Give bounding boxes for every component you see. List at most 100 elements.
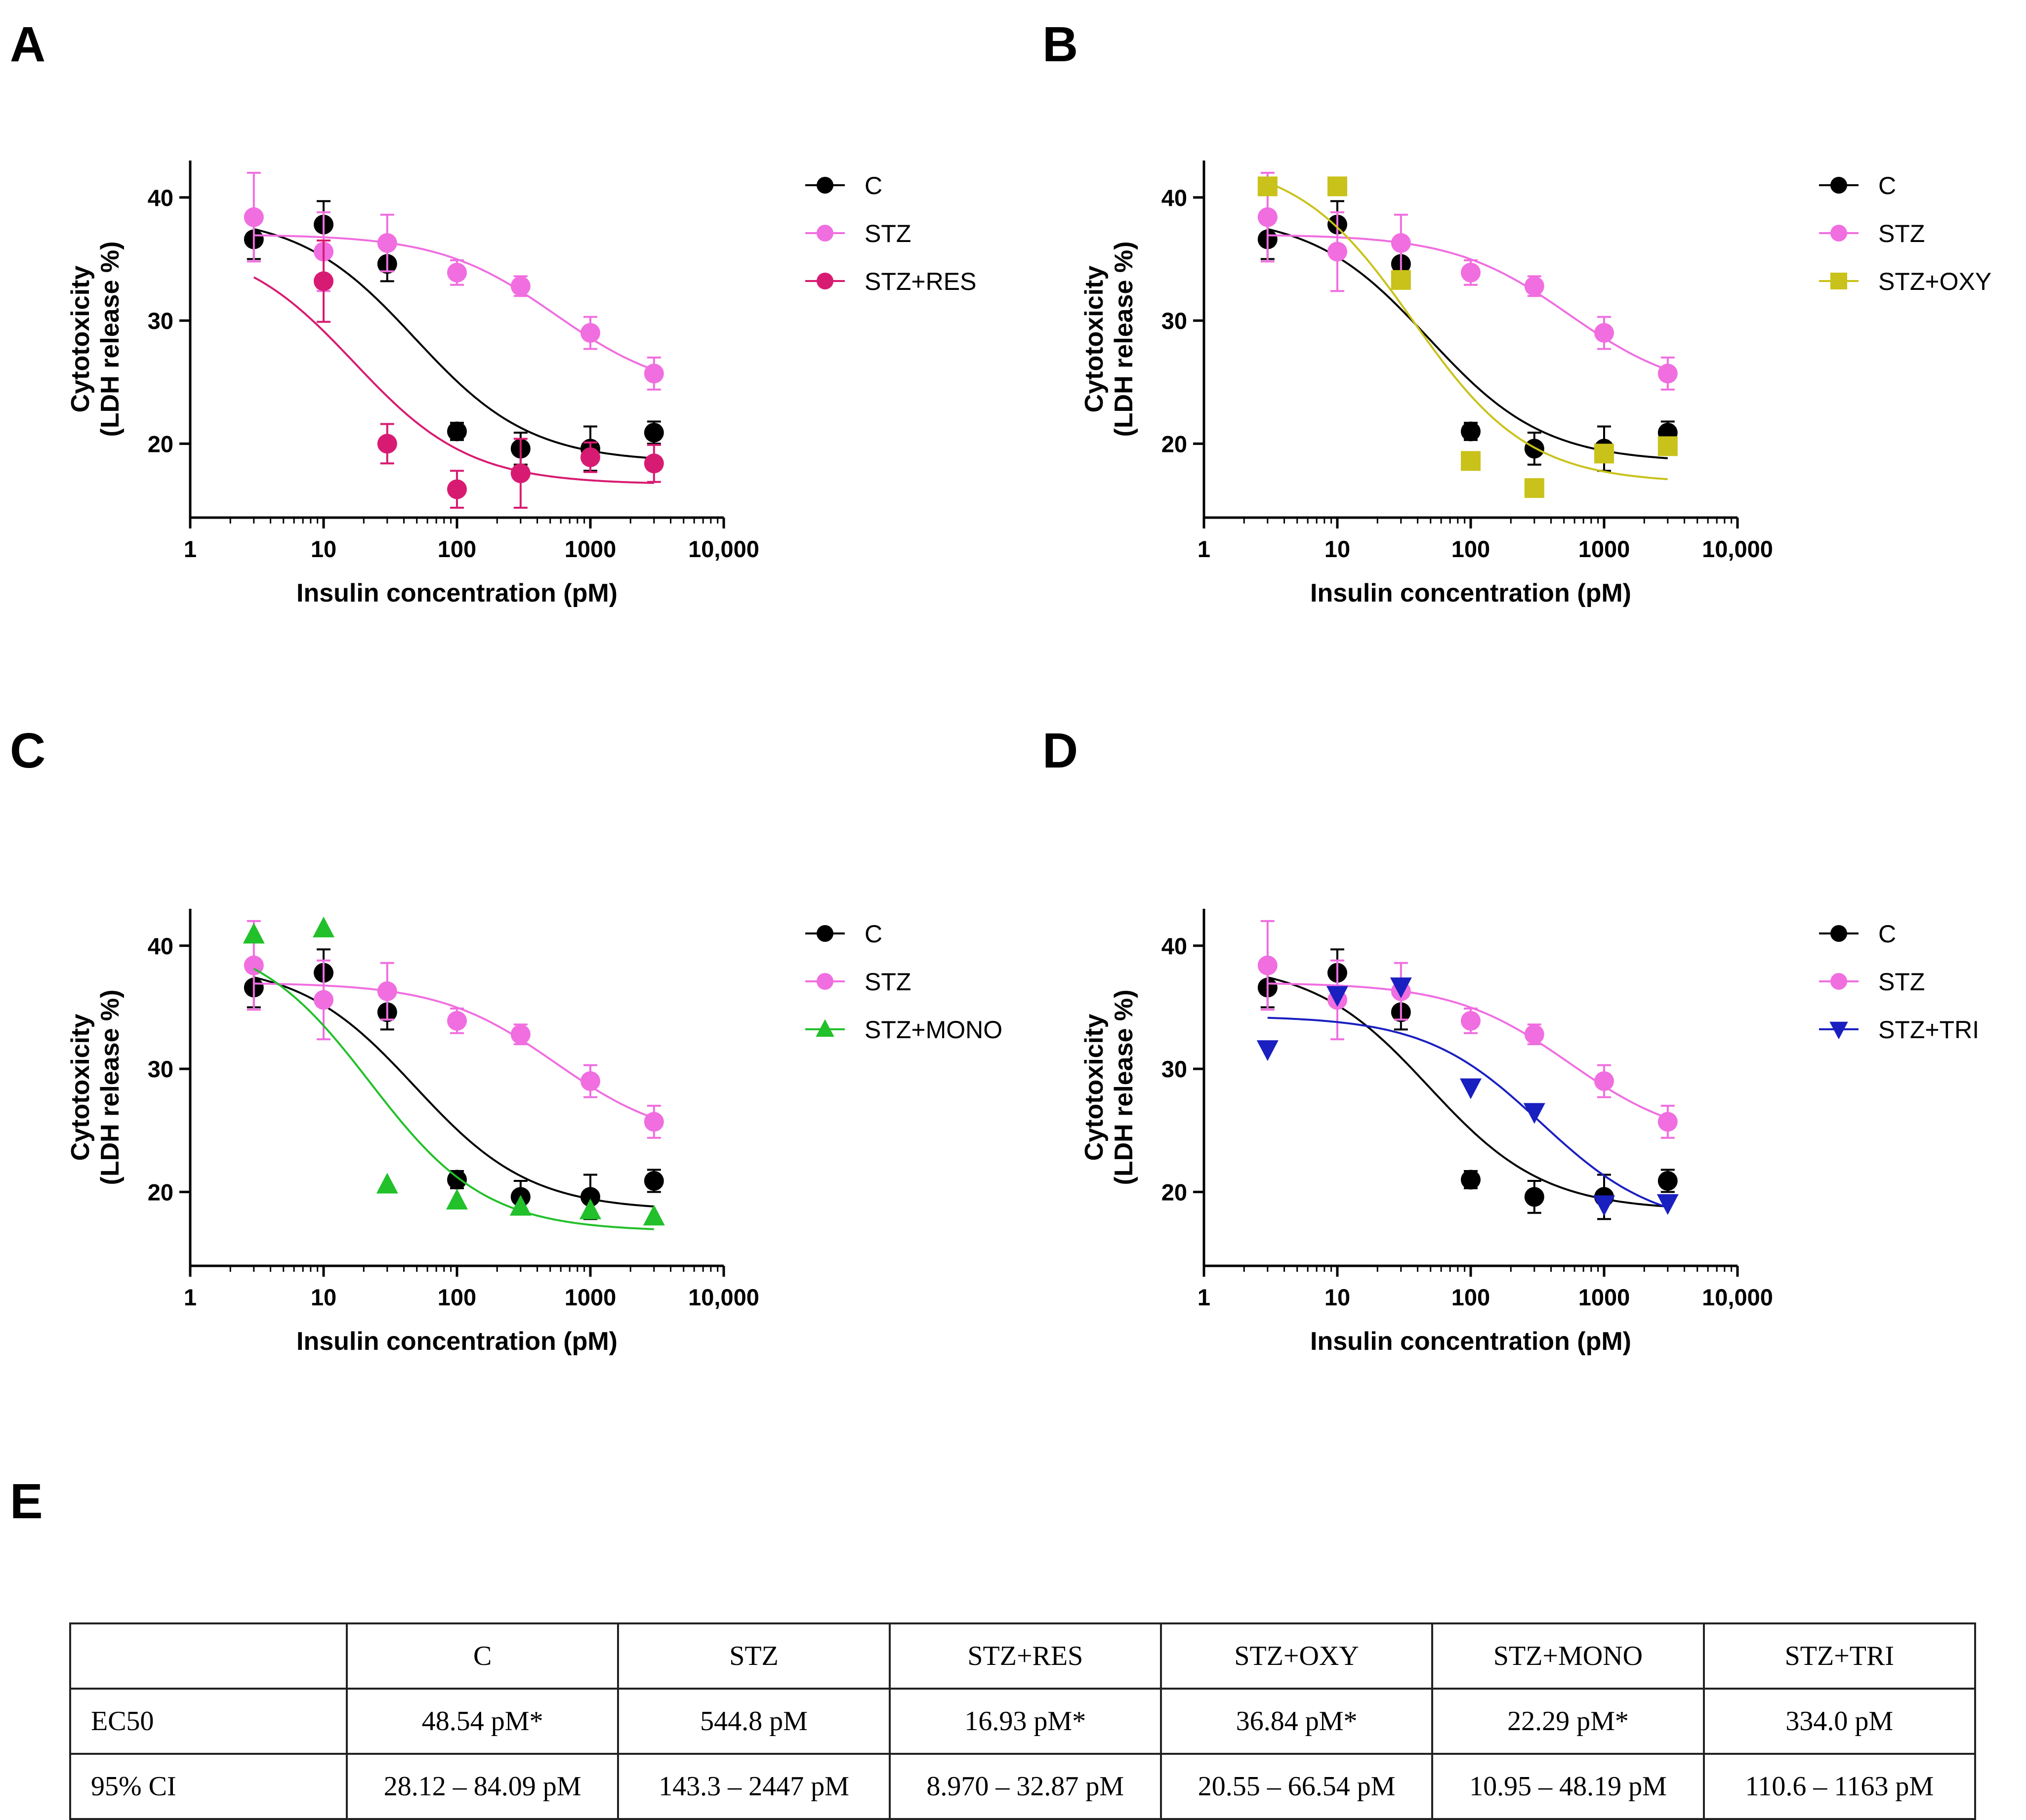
data-point	[1391, 233, 1411, 253]
x-tick-label: 10,000	[1702, 536, 1773, 562]
y-axis-title-line2: (LDH release %)	[1110, 990, 1138, 1185]
legend-item: STZ+MONO	[805, 1016, 1002, 1044]
data-point	[510, 276, 531, 296]
legend-item: STZ	[1819, 968, 1925, 996]
data-point	[510, 463, 531, 484]
data-point	[510, 1024, 531, 1045]
x-tick-label: 1	[1198, 1284, 1210, 1310]
data-point	[376, 1173, 398, 1194]
data-point	[313, 916, 334, 937]
table-cell: 334.0 pM	[1702, 1688, 1977, 1755]
y-axis-title-line2: (LDH release %)	[96, 990, 124, 1185]
row-label: EC50	[69, 1688, 348, 1755]
data-point	[1524, 1024, 1544, 1045]
legend-marker	[817, 177, 833, 194]
legend-label: STZ	[1878, 220, 1925, 247]
series-stz	[1257, 171, 1678, 391]
data-point	[1257, 176, 1278, 197]
legend-item: C	[1819, 172, 1896, 200]
data-point	[243, 923, 265, 944]
chart-panel-c: 1 10 100 1000 10,000 20 30 40 Insulin concentrat…	[66, 909, 1002, 1356]
chart-panel-d: 1 10 100 1000 10,000 20 30 40 Insulin concentrat…	[1080, 909, 1979, 1356]
data-point	[644, 453, 664, 474]
x-tick-label: 100	[1451, 536, 1490, 562]
data-point	[509, 1195, 532, 1216]
legend-item: STZ	[1819, 220, 1925, 247]
x-tick-label: 10	[311, 1284, 336, 1310]
legend-marker	[1830, 973, 1847, 990]
series-stz	[244, 920, 664, 1139]
x-tick-label: 1	[184, 1284, 197, 1310]
legend-label: C	[1878, 172, 1896, 200]
panel-label-a: A	[10, 17, 46, 72]
legend-label: STZ	[865, 968, 911, 996]
panel-label-b: B	[1042, 17, 1078, 72]
x-tick-label: 10	[1324, 1284, 1350, 1310]
data-point	[1524, 478, 1544, 498]
table-header-cell: C	[345, 1622, 620, 1690]
data-point	[1327, 242, 1347, 262]
legend-marker	[1829, 1021, 1848, 1040]
legend-label: C	[865, 920, 882, 948]
data-point	[244, 207, 264, 227]
series-stz-oxy	[1257, 176, 1678, 498]
table-cell: 8.970 – 32.87 pM	[888, 1753, 1162, 1820]
legend-item: C	[805, 172, 882, 200]
data-point	[1524, 276, 1544, 296]
table-row-ec50: EC50 48.54 pM* 544.8 pM 16.93 pM* 36.84 …	[69, 1688, 1977, 1755]
chart-panel-b: 1 10 100 1000 10,000 20 30 40 Insulin concentrat…	[1080, 161, 1991, 607]
legend-marker	[817, 273, 833, 289]
legend-item: STZ+OXY	[1819, 268, 1991, 295]
dose-response-charts: 1 10 100 1000 10,000 20 30 40 Insulin concentrat…	[66, 161, 1991, 1356]
legend-label: C	[865, 172, 882, 200]
table-cell: 10.95 – 48.19 pM	[1431, 1753, 1705, 1820]
series-c	[1257, 200, 1678, 472]
table-header-cell: STZ+TRI	[1702, 1622, 1977, 1690]
fit-curve	[253, 276, 654, 484]
y-tick-label: 20	[1161, 431, 1187, 457]
data-point	[314, 990, 333, 1010]
table-cell: 28.12 – 84.09 pM	[345, 1753, 620, 1820]
legend-marker	[1830, 177, 1847, 194]
table-row-ci: 95% CI 28.12 – 84.09 pM 143.3 – 2447 pM …	[69, 1753, 1977, 1820]
data-point	[643, 1205, 665, 1226]
data-point	[1460, 1078, 1482, 1099]
x-tick-label: 10,000	[1702, 1284, 1773, 1310]
legend-label: STZ+RES	[865, 268, 976, 295]
series-c	[244, 200, 664, 472]
data-point	[644, 1112, 664, 1132]
data-point	[580, 1187, 600, 1207]
series-c	[244, 948, 664, 1220]
y-axis-title-line2: (LDH release %)	[96, 242, 124, 437]
y-axis-title-line2: (LDH release %)	[1110, 242, 1138, 437]
data-point	[446, 1188, 468, 1210]
x-tick-label: 10	[1324, 536, 1350, 562]
data-point	[1593, 1195, 1615, 1216]
x-tick-label: 100	[438, 1284, 476, 1310]
data-point	[377, 434, 397, 454]
x-tick-label: 10,000	[688, 1284, 759, 1310]
data-point	[1524, 1187, 1544, 1207]
data-point	[1461, 262, 1481, 283]
fit-curve	[1267, 1016, 1668, 1209]
series-stz-res	[253, 240, 664, 509]
panel-label-e: E	[10, 1474, 43, 1529]
table-cell: 16.93 pM*	[888, 1688, 1162, 1755]
data-point	[1461, 1011, 1481, 1031]
data-point	[1594, 1071, 1614, 1092]
legend-label: STZ	[1878, 968, 1925, 996]
table-header-cell	[69, 1622, 348, 1690]
legend-marker	[1830, 225, 1847, 242]
data-point	[1461, 421, 1481, 442]
series-stz	[244, 171, 664, 391]
y-tick-label: 30	[1161, 1056, 1187, 1082]
data-point	[1657, 1112, 1678, 1132]
data-point	[1657, 1171, 1678, 1191]
legend-item: STZ	[805, 968, 911, 996]
x-tick-label: 100	[438, 536, 476, 562]
data-point	[1594, 444, 1614, 464]
legend-label: STZ	[865, 220, 911, 247]
legend-label: STZ+TRI	[1878, 1016, 1979, 1044]
legend-marker	[817, 973, 833, 990]
data-point	[644, 422, 664, 443]
